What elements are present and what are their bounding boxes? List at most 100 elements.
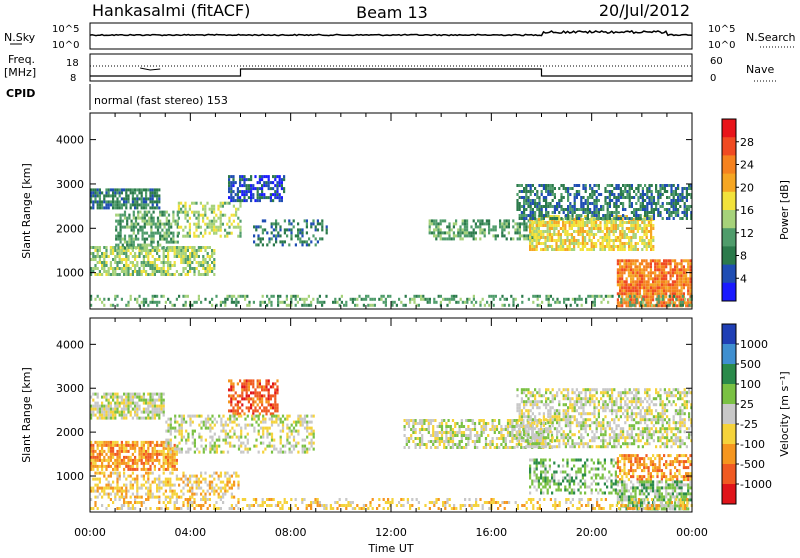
echo-cell xyxy=(534,202,536,205)
echo-cell xyxy=(659,184,661,187)
echo-cell xyxy=(308,427,310,430)
echo-cell xyxy=(194,439,196,442)
echo-cell xyxy=(547,193,549,196)
echo-cell xyxy=(275,418,277,421)
echo-cell xyxy=(239,235,241,238)
echo-cell xyxy=(678,262,680,265)
echo-cell xyxy=(265,382,267,385)
echo-cell xyxy=(114,444,116,447)
echo-cell xyxy=(501,228,503,231)
echo-cell xyxy=(209,301,211,304)
echo-cell xyxy=(259,400,261,403)
echo-cell xyxy=(408,419,410,422)
echo-cell xyxy=(252,184,254,187)
echo-cell xyxy=(99,200,101,203)
echo-cell xyxy=(280,439,282,442)
echo-cell xyxy=(170,232,172,235)
echo-cell xyxy=(116,490,118,493)
echo-cell xyxy=(132,462,134,465)
echo-cell xyxy=(152,267,154,270)
echo-cell xyxy=(596,202,598,205)
echo-cell xyxy=(621,277,623,280)
echo-cell xyxy=(688,298,690,301)
echo-cell xyxy=(532,217,534,220)
echo-cell xyxy=(404,425,406,428)
echo-cell xyxy=(662,217,664,220)
echo-cell xyxy=(677,214,679,217)
echo-cell xyxy=(673,295,675,298)
echo-cell xyxy=(193,270,195,273)
echo-cell xyxy=(180,249,182,252)
echo-cell xyxy=(422,295,424,298)
echo-cell xyxy=(270,397,272,400)
echo-cell xyxy=(182,205,184,208)
echo-cell xyxy=(99,206,101,209)
echo-cell xyxy=(618,184,620,187)
echo-cell xyxy=(103,450,105,453)
echo-cell xyxy=(165,273,167,276)
echo-cell xyxy=(640,193,642,196)
echo-cell xyxy=(156,258,158,261)
echo-cell xyxy=(136,444,138,447)
echo-cell xyxy=(97,273,99,276)
echo-cell xyxy=(656,259,658,262)
echo-cell xyxy=(147,414,149,417)
echo-cell xyxy=(105,246,107,249)
echo-cell xyxy=(141,206,143,209)
echo-cell xyxy=(681,211,683,214)
echo-cell xyxy=(268,187,270,190)
echo-cell xyxy=(630,239,632,242)
echo-cell xyxy=(137,238,139,241)
echo-cell xyxy=(232,394,234,397)
echo-cell xyxy=(299,237,301,240)
echo-cell xyxy=(131,220,133,223)
echo-cell xyxy=(688,205,690,208)
echo-cell xyxy=(132,273,134,276)
echo-cell xyxy=(131,244,133,247)
echo-cell xyxy=(99,408,101,411)
echo-cell xyxy=(105,411,107,414)
echo-cell xyxy=(171,490,173,493)
echo-cell xyxy=(631,304,633,307)
echo-cell xyxy=(650,242,652,245)
echo-cell xyxy=(138,487,140,490)
echo-cell xyxy=(412,422,414,425)
echo-cell xyxy=(134,462,136,465)
echo-cell xyxy=(166,232,168,235)
echo-cell xyxy=(116,484,118,487)
echo-cell xyxy=(250,196,252,199)
echo-cell xyxy=(558,230,560,233)
echo-cell xyxy=(433,219,435,222)
echo-cell xyxy=(301,304,303,307)
echo-cell xyxy=(268,388,270,391)
echo-cell xyxy=(276,391,278,394)
echo-cell xyxy=(218,496,220,499)
echo-cell xyxy=(149,484,151,487)
echo-cell xyxy=(213,226,215,229)
echo-cell xyxy=(673,202,675,205)
echo-cell xyxy=(626,280,628,283)
echo-cell xyxy=(131,235,133,238)
echo-cell xyxy=(147,402,149,405)
echo-cell xyxy=(99,249,101,252)
echo-cell xyxy=(122,244,124,247)
echo-cell xyxy=(244,445,246,448)
echo-cell xyxy=(94,405,96,408)
echo-cell xyxy=(152,249,154,252)
echo-cell xyxy=(517,231,519,234)
echo-cell xyxy=(652,292,654,295)
echo-cell xyxy=(183,421,185,424)
echo-cell xyxy=(121,408,123,411)
echo-cell xyxy=(529,242,531,245)
echo-cell xyxy=(257,409,259,412)
echo-cell xyxy=(412,419,414,422)
echo-cell xyxy=(663,283,665,286)
echo-cell xyxy=(147,417,149,420)
echo-cell xyxy=(101,267,103,270)
echo-cell xyxy=(523,222,525,225)
echo-cell xyxy=(686,187,688,190)
echo-cell xyxy=(688,193,690,196)
echo-cell xyxy=(166,223,168,226)
echo-cell xyxy=(663,268,665,271)
echo-cell xyxy=(271,433,273,436)
